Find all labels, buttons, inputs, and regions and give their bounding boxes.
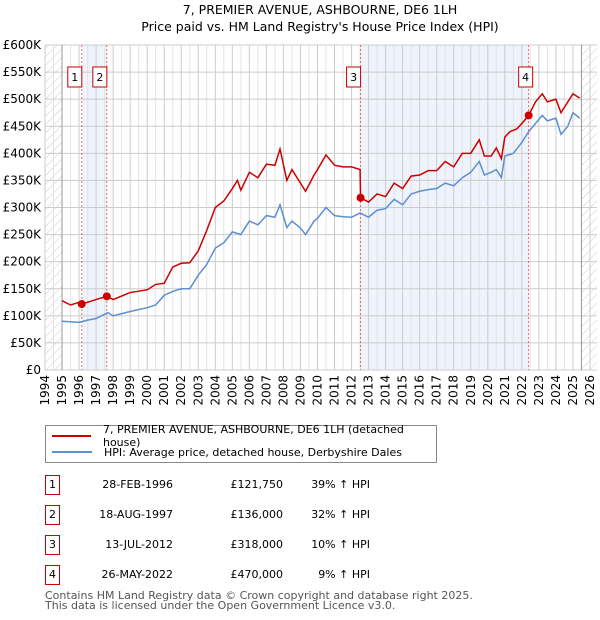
sale-label-box [92,66,108,88]
x-tick-label: 1996 [72,375,86,406]
series-line [61,111,581,324]
x-tick-label: 2025 [566,375,580,406]
x-tick-label: 2018 [447,375,461,406]
x-tick-label: 2023 [532,375,546,406]
x-tick-label: 2002 [174,375,188,406]
sale-price: £318,000 [230,538,284,551]
footer-licence: This data is licensed under the Open Gov… [45,599,396,612]
sale-number: 3 [45,535,60,555]
sale-label-number: 2 [96,71,103,84]
x-tick-label: 2006 [242,375,256,406]
y-tick-label: £100K [3,309,43,323]
sale-hpi-diff: 32% ↑ HPI [311,508,370,521]
sale-point [524,111,533,120]
sale-date: 18-AUG-1997 [99,508,173,521]
y-tick-label: £350K [3,173,43,187]
x-tick-label: 2019 [464,375,478,406]
sale-row: 1 28-FEB-1996 £121,750 39% ↑ HPI [45,475,445,495]
x-tick-label: 2015 [396,375,410,406]
legend: 7, PREMIER AVENUE, ASHBOURNE, DE6 1LH (d… [45,423,437,463]
sale-date: 13-JUL-2012 [105,538,173,551]
x-tick-label: 2026 [583,375,597,406]
sale-price: £121,750 [230,478,284,491]
sale-hpi-diff: 39% ↑ HPI [311,478,370,491]
y-tick-label: £450K [3,119,43,133]
x-tick-label: 2003 [191,375,205,406]
x-tick-label: 2020 [481,375,495,406]
sale-date: 26-MAY-2022 [101,568,173,581]
sale-point [356,193,365,202]
sale-label-box [67,66,83,88]
sale-price: £470,000 [230,568,284,581]
y-tick-label: £300K [3,201,43,215]
x-tick-label: 2021 [498,375,512,406]
x-tick-label: 2014 [379,375,393,406]
series-line [61,92,581,306]
x-tick-label: 2017 [430,375,444,406]
y-tick-label: £400K [3,146,43,160]
x-tick-label: 2007 [259,375,273,406]
x-tick-label: 2013 [362,375,376,406]
y-tick-label: £500K [3,92,43,106]
y-tick-label: £50K [10,336,42,350]
legend-swatch-hpi [52,451,92,453]
sale-label-number: 3 [350,71,357,84]
sale-hpi-diff: 9% ↑ HPI [318,568,370,581]
x-tick-label: 2016 [413,375,427,406]
sale-label-box [518,66,534,88]
x-tick-label: 2000 [140,375,154,406]
legend-label-property: 7, PREMIER AVENUE, ASHBOURNE, DE6 1LH (d… [102,423,404,449]
sale-label-box [346,66,362,88]
y-tick-label: £0 [26,363,41,377]
chart-subtitle: Price paid vs. HM Land Registry's House … [141,19,499,34]
sale-row: 2 18-AUG-1997 £136,000 32% ↑ HPI [45,505,445,525]
x-tick-label: 1997 [89,375,103,406]
y-tick-label: £150K [3,282,43,296]
x-tick-label: 2024 [549,375,563,406]
x-tick-label: 2005 [225,375,239,406]
legend-swatch-property [52,435,91,437]
sale-row: 4 26-MAY-2022 £470,000 9% ↑ HPI [45,565,445,585]
x-tick-label: 2022 [515,375,529,406]
legend-label-hpi: HPI: Average price, detached house, Derb… [104,445,402,459]
sale-row: 3 13-JUL-2012 £318,000 10% ↑ HPI [45,535,445,555]
sale-price: £136,000 [230,508,284,521]
sale-number: 1 [45,475,60,495]
line-chart: £0 £50K £100K £150K £200K £250K £300K £350K £400… [3,38,597,406]
x-tick-label: 2010 [310,375,324,406]
y-tick-label: £550K [3,65,43,79]
sale-hpi-diff: 10% ↑ HPI [311,538,370,551]
x-tick-label: 2008 [276,375,290,406]
y-tick-label: £600K [3,38,43,52]
chart-title: 7, PREMIER AVENUE, ASHBOURNE, DE6 1LH [182,2,458,17]
sale-date: 28-FEB-1996 [102,478,173,491]
sale-label-number: 1 [71,71,78,84]
y-tick-label: £200K [3,255,43,269]
x-tick-label: 1999 [123,375,137,406]
y-tick-label: £250K [3,228,43,242]
x-tick-label: 1994 [38,375,52,406]
sale-point [77,300,86,309]
sale-number: 4 [45,565,60,585]
x-tick-label: 1995 [55,375,69,406]
x-tick-label: 1998 [106,375,120,406]
sale-point [102,292,111,301]
x-tick-label: 2012 [345,375,359,406]
footer-copyright: Contains HM Land Registry data © Crown c… [45,589,473,602]
sale-number: 2 [45,505,60,525]
x-tick-label: 2001 [157,375,171,406]
sale-label-number: 4 [522,71,529,84]
x-tick-label: 2011 [328,375,342,406]
x-tick-label: 2009 [293,375,307,406]
x-tick-label: 2004 [208,375,222,406]
